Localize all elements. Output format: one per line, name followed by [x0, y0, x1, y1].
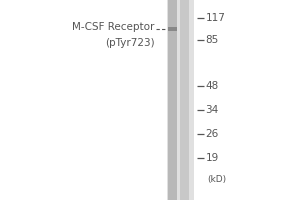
Text: 48: 48: [206, 81, 219, 91]
Bar: [168, 27, 177, 31]
Bar: [167, 0, 194, 200]
Bar: [180, 0, 189, 200]
Text: (kD): (kD): [207, 175, 226, 184]
Text: 26: 26: [206, 129, 219, 139]
Text: M-CSF Receptor: M-CSF Receptor: [72, 22, 154, 32]
Text: 117: 117: [206, 13, 225, 23]
Text: (pTyr723): (pTyr723): [105, 38, 154, 48]
Text: 34: 34: [206, 105, 219, 115]
Text: 19: 19: [206, 153, 219, 163]
Bar: [168, 0, 177, 200]
Text: 85: 85: [206, 35, 219, 45]
